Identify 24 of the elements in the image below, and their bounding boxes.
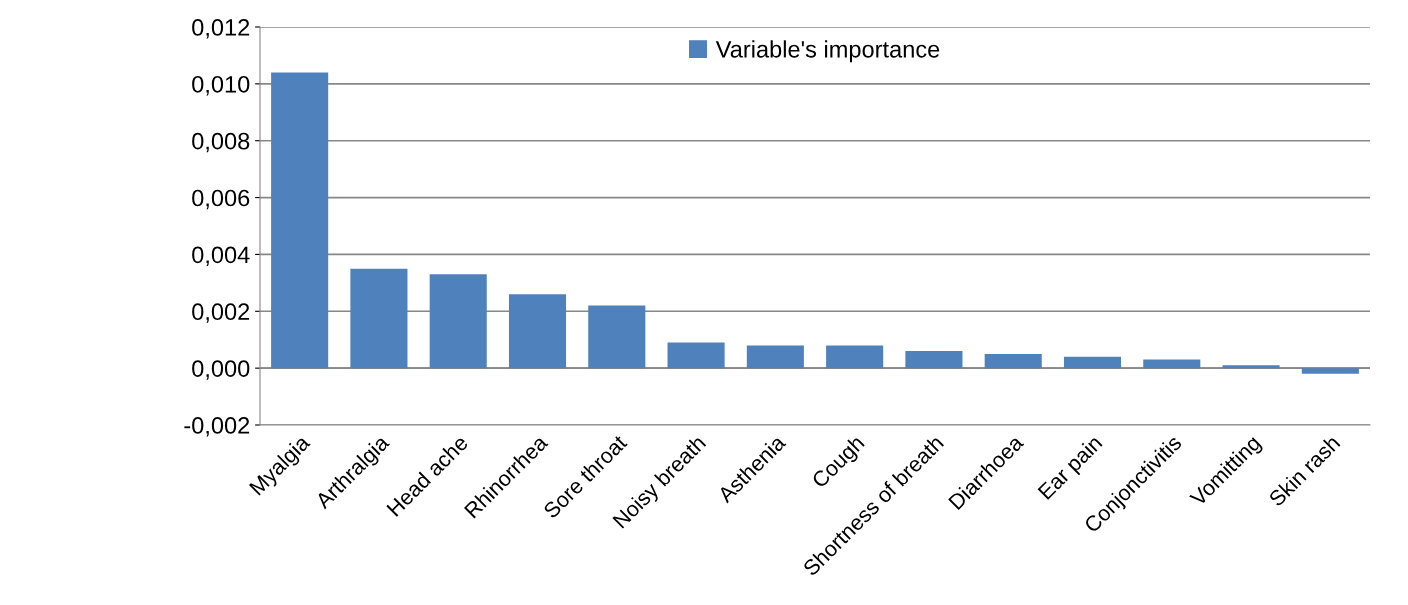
bar [746, 345, 804, 369]
y-tick-label: 0,012 [192, 19, 250, 39]
bar [588, 305, 646, 369]
x-tick-label: Skin rash [1267, 434, 1341, 508]
bar [1063, 356, 1122, 369]
y-tick-label: 0,000 [192, 360, 250, 380]
bar [350, 268, 408, 369]
bar [905, 351, 963, 369]
bar [1301, 368, 1359, 374]
bar [508, 294, 567, 369]
y-tick-label: 0,004 [192, 246, 250, 267]
bar [826, 345, 884, 369]
y-tick-label: -0,002 [184, 417, 250, 437]
bar [271, 72, 329, 369]
y-tick-label: 0,008 [192, 132, 250, 153]
bar [984, 353, 1042, 369]
legend-label: Variable's importance [715, 40, 940, 63]
y-tick-label: 0,010 [192, 75, 250, 96]
bar [1222, 365, 1280, 369]
bar [1143, 359, 1201, 369]
y-tick-label: 0,002 [192, 303, 250, 323]
y-tick-label: 0,006 [192, 189, 250, 210]
bar [667, 342, 725, 369]
bar [429, 274, 487, 369]
